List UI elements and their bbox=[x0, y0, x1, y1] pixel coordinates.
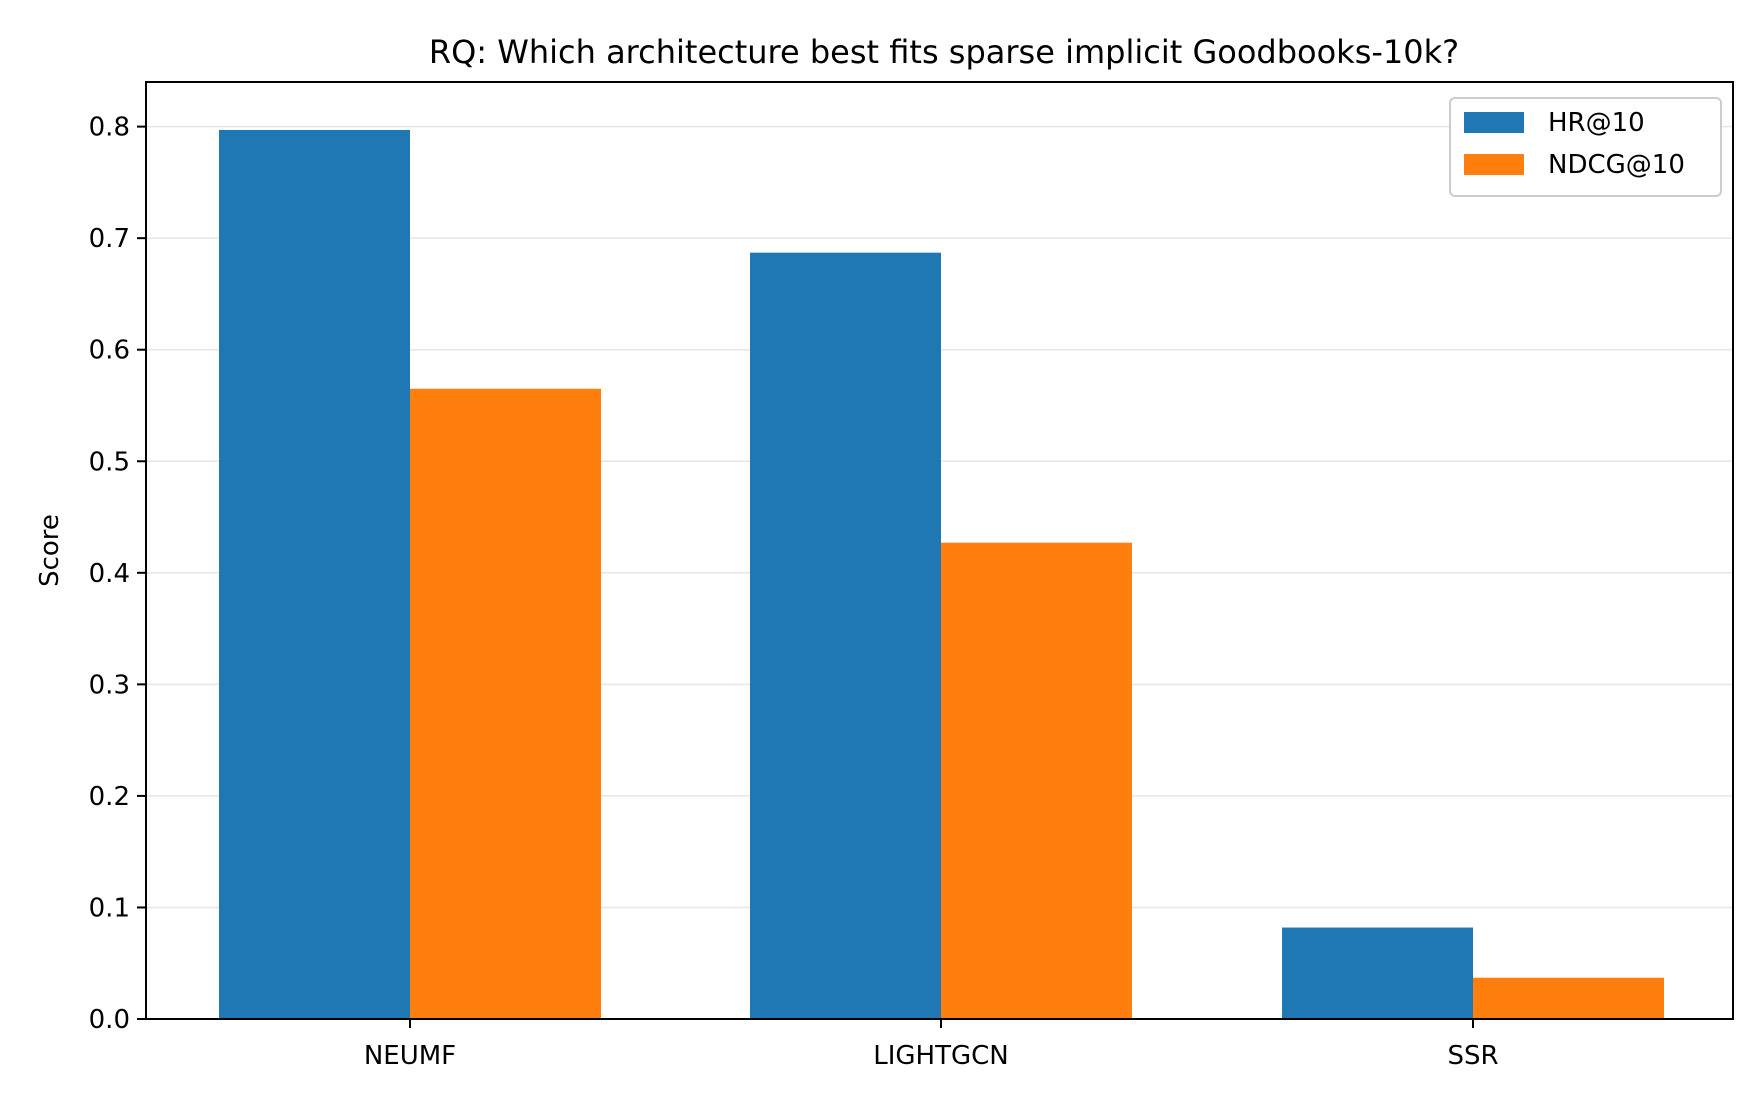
bar-lightgcn-ndcg-at-10 bbox=[941, 542, 1132, 1019]
x-tick-label: LIGHTGCN bbox=[873, 1041, 1008, 1071]
y-tick-label: 0.1 bbox=[89, 893, 130, 923]
legend-swatch bbox=[1464, 112, 1524, 133]
legend-swatch bbox=[1464, 154, 1524, 175]
y-tick-label: 0.0 bbox=[89, 1005, 130, 1035]
bar-neumf-hr-at-10 bbox=[219, 129, 410, 1020]
y-tick-label: 0.3 bbox=[89, 670, 130, 700]
y-tick-label: 0.6 bbox=[89, 336, 130, 366]
bar-lightgcn-hr-at-10 bbox=[750, 252, 941, 1020]
legend: HR@10 NDCG@10 bbox=[1449, 97, 1722, 197]
y-tick-label: 0.2 bbox=[89, 782, 130, 812]
y-tick-label: 0.7 bbox=[89, 224, 130, 254]
x-tick-label: SSR bbox=[1447, 1041, 1498, 1071]
y-axis: 0.0 0.1 0.2 0.3 0.4 0.5 0.6 0.7 0.8 bbox=[89, 113, 146, 1035]
y-tick-label: 0.5 bbox=[89, 447, 130, 477]
plot-frame bbox=[145, 81, 1734, 1020]
bar-neumf-ndcg-at-10 bbox=[410, 388, 601, 1019]
y-tick-label: 0.4 bbox=[89, 559, 130, 589]
bars bbox=[219, 129, 1664, 1020]
x-axis: NEUMF LIGHTGCN SSR bbox=[364, 1019, 1499, 1071]
legend-label: HR@10 bbox=[1548, 108, 1645, 138]
y-tick-label: 0.8 bbox=[89, 113, 130, 143]
x-tick-label: NEUMF bbox=[364, 1041, 456, 1071]
legend-label: NDCG@10 bbox=[1548, 150, 1685, 180]
y-axis-label: Score bbox=[35, 514, 65, 587]
bar-ssr-hr-at-10 bbox=[1282, 927, 1473, 1019]
chart-title: RQ: Which architecture best fits sparse … bbox=[429, 33, 1459, 71]
bar-ssr-ndcg-at-10 bbox=[1473, 977, 1664, 1019]
